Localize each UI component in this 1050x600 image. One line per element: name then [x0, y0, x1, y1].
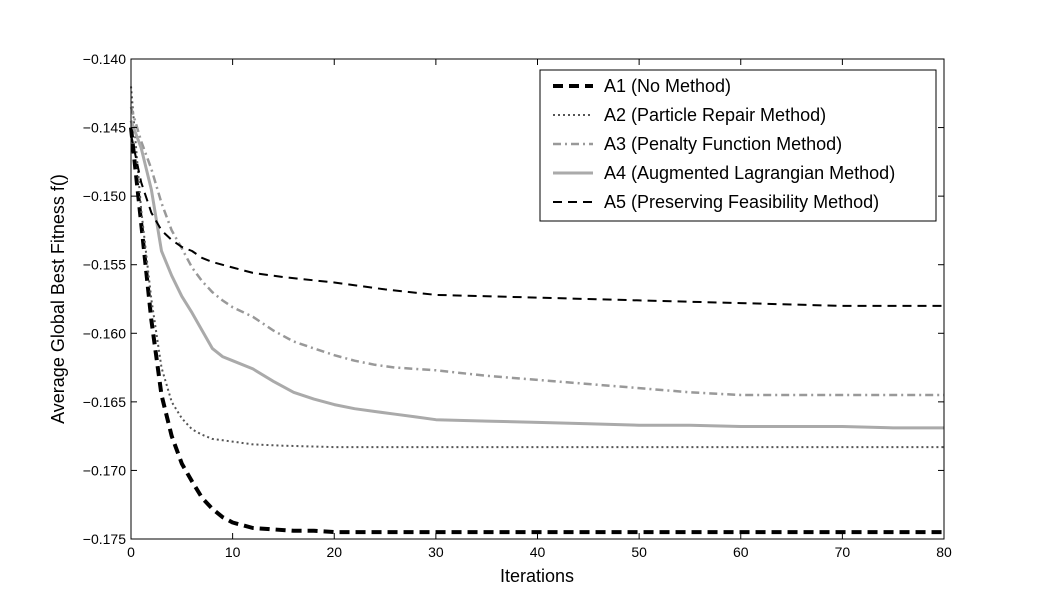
x-tick-label: 70: [835, 544, 851, 560]
legend-label-a2: A2 (Particle Repair Method): [604, 105, 826, 125]
y-axis: −0.140 −0.145 −0.150 −0.155 −0.160 −0.165 −0.1…: [83, 51, 944, 547]
series-line-a5: [130, 134, 944, 307]
y-tick-label: −0.165: [83, 394, 126, 410]
y-tick-label: −0.150: [83, 188, 126, 204]
series-line-a4: [129, 120, 944, 430]
x-tick-label: 0: [127, 544, 135, 560]
y-tick-label: −0.155: [83, 257, 126, 273]
x-tick-label: 40: [530, 544, 546, 560]
y-tick-label: −0.170: [83, 462, 126, 478]
x-tick-label: 20: [326, 544, 342, 560]
series-line-a3: [129, 106, 944, 397]
y-axis-label: Average Global Best Fitness f(): [48, 174, 68, 424]
x-tick-label: 60: [733, 544, 749, 560]
x-axis-label: Iterations: [500, 566, 574, 586]
x-tick-label: 80: [936, 544, 952, 560]
legend-box: [539, 69, 937, 222]
y-tick-label: −0.145: [83, 120, 126, 136]
y-tick-label: −0.140: [83, 51, 126, 67]
x-tick-label: 30: [428, 544, 444, 560]
legend-label-a3: A3 (Penalty Function Method): [604, 134, 842, 154]
series-line-a1: [129, 127, 944, 535]
y-tick-label: −0.160: [83, 325, 126, 341]
legend-label-a1: A1 (No Method): [604, 76, 731, 96]
x-tick-label: 50: [631, 544, 647, 560]
legend: A1 (No Method) A2 (Particle Repair Method…: [539, 69, 937, 222]
series-layer: [129, 86, 944, 535]
legend-label-a5: A5 (Preserving Feasibility Method): [604, 192, 879, 212]
series-line-a2: [130, 86, 944, 449]
y-tick-label: −0.175: [83, 531, 126, 547]
legend-label-a4: A4 (Augmented Lagrangian Method): [604, 163, 895, 183]
x-tick-label: 10: [225, 544, 241, 560]
x-axis: 0 10 20 30 40 50 60 70 80: [127, 59, 952, 560]
